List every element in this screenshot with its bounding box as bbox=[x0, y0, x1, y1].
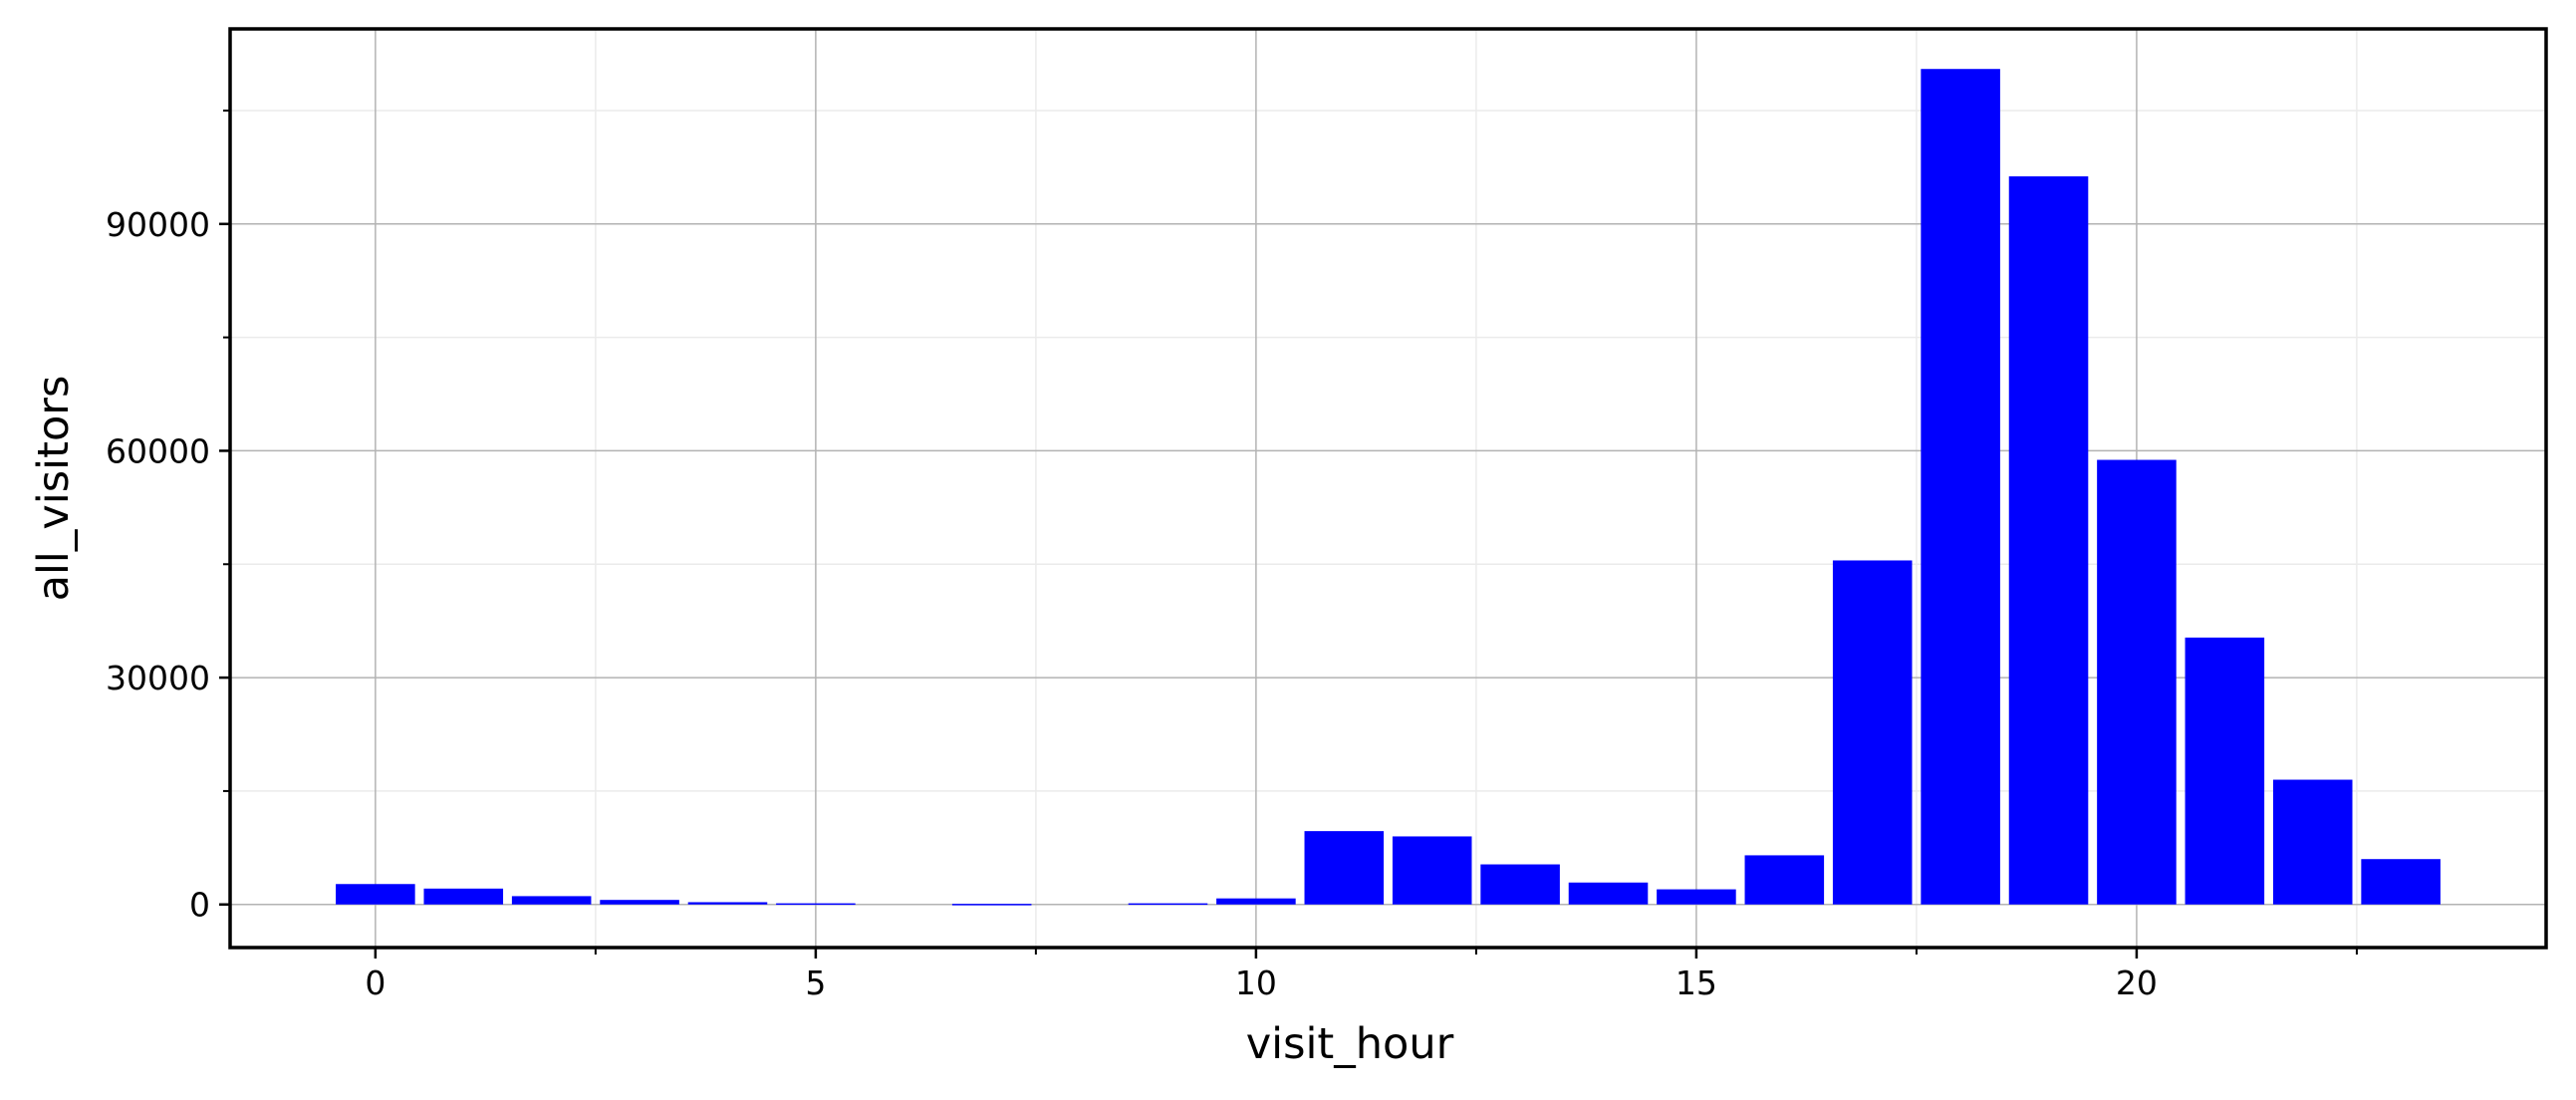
x-axis-title: visit_hour bbox=[1246, 1019, 1454, 1069]
bar-hour-5 bbox=[776, 903, 856, 906]
x-tick-label: 15 bbox=[1675, 963, 1717, 1002]
bar-hour-1 bbox=[423, 888, 504, 905]
x-axis-ticks: 0 5 10 15 20 bbox=[365, 948, 2358, 1002]
bar-hour-14 bbox=[1568, 882, 1649, 905]
bar-hour-19 bbox=[2008, 175, 2089, 905]
bar-hour-23 bbox=[2361, 859, 2441, 905]
bar-hour-2 bbox=[511, 896, 592, 905]
bar-hour-3 bbox=[600, 900, 679, 905]
x-tick-label: 0 bbox=[365, 963, 386, 1002]
bar-hour-17 bbox=[1832, 560, 1913, 905]
bar-hour-20 bbox=[2097, 459, 2177, 905]
bar-hour-9 bbox=[1128, 903, 1208, 906]
x-tick-label: 10 bbox=[1235, 963, 1277, 1002]
bar-hour-11 bbox=[1304, 831, 1385, 905]
y-axis-title: all_visitors bbox=[29, 376, 79, 602]
x-tick-label: 5 bbox=[805, 963, 826, 1002]
bar-hour-21 bbox=[2185, 637, 2265, 905]
bar-hour-13 bbox=[1480, 864, 1560, 905]
bar-hour-0 bbox=[336, 884, 415, 905]
x-tick-label: 20 bbox=[2116, 963, 2158, 1002]
bar-hour-22 bbox=[2272, 779, 2353, 905]
y-tick-label: 90000 bbox=[106, 205, 210, 244]
bars bbox=[336, 69, 2441, 906]
bar-hour-16 bbox=[1744, 855, 1825, 905]
bar-hour-7 bbox=[951, 904, 1032, 906]
bar-hour-4 bbox=[687, 902, 768, 905]
y-tick-label: 0 bbox=[189, 886, 210, 925]
plot-frame bbox=[228, 27, 2548, 950]
bar-hour-12 bbox=[1392, 836, 1472, 905]
y-tick-label: 30000 bbox=[106, 659, 210, 697]
bar-hour-18 bbox=[1921, 69, 2000, 905]
y-axis-ticks: 0 30000 60000 90000 bbox=[106, 109, 230, 925]
bar-hour-10 bbox=[1216, 898, 1296, 905]
y-tick-label: 60000 bbox=[106, 431, 210, 470]
bar-hour-15 bbox=[1657, 889, 1736, 905]
